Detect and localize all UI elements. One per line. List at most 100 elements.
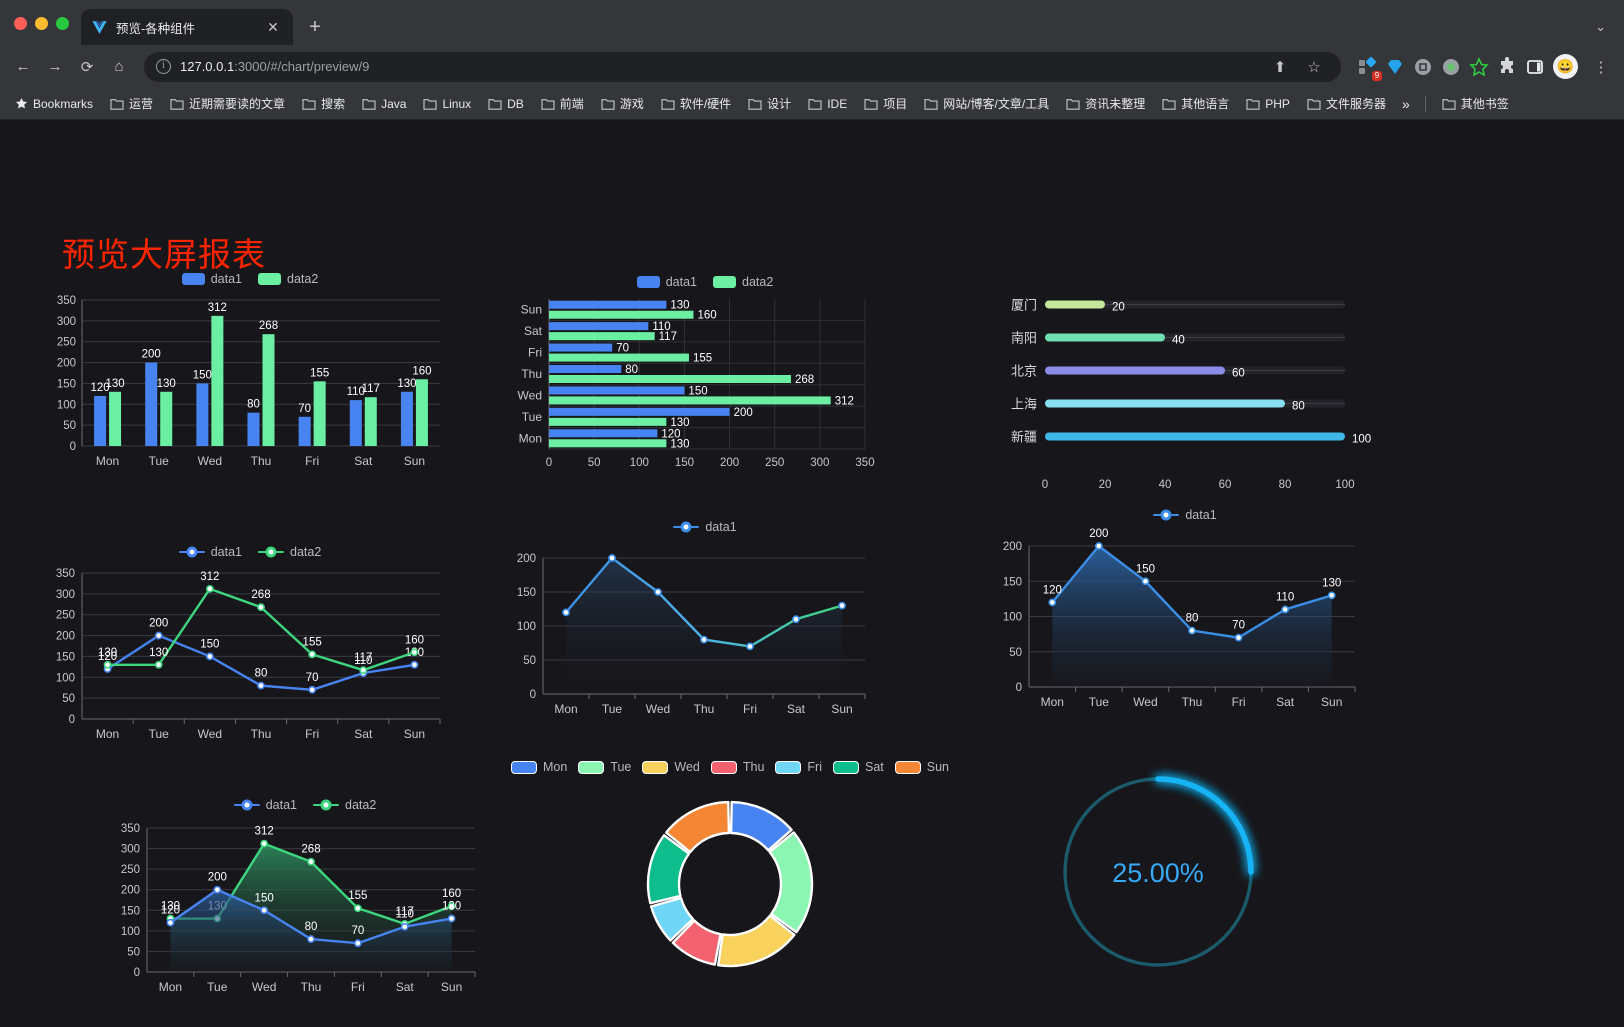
progress-bar[interactable] — [1045, 366, 1225, 375]
bar[interactable] — [549, 396, 831, 405]
legend-item-data1[interactable]: data1 — [673, 520, 737, 534]
bar[interactable] — [415, 379, 428, 446]
bookmark-item-9[interactable]: 软件/硬件 — [654, 91, 738, 116]
bar[interactable] — [94, 395, 107, 446]
bookmark-item-16[interactable]: PHP — [1239, 93, 1297, 115]
close-tab-icon[interactable]: ✕ — [267, 19, 279, 35]
bookmark-item-5[interactable]: Linux — [416, 93, 478, 115]
data-point[interactable] — [447, 914, 456, 923]
chevron-down-icon[interactable]: ⌄ — [1595, 19, 1606, 34]
legend-item-mon[interactable]: Mon — [510, 760, 567, 774]
bookmarks-overflow-button[interactable]: » — [1401, 95, 1410, 112]
bookmark-item-1[interactable]: 运营 — [103, 91, 160, 116]
data-point[interactable] — [257, 603, 265, 612]
bookmark-item-3[interactable]: 搜索 — [295, 91, 352, 116]
bookmark-item-15[interactable]: 其他语言 — [1155, 91, 1236, 116]
gauge-chart[interactable]: 25.00% — [1040, 750, 1280, 1000]
bar[interactable] — [549, 300, 667, 309]
bar[interactable] — [549, 439, 667, 448]
bookmark-item-2[interactable]: 近期需要读的文章 — [163, 91, 292, 116]
legend-item-data1[interactable]: data1 — [178, 545, 242, 559]
data-point[interactable] — [307, 857, 315, 866]
data-point[interactable] — [746, 642, 754, 651]
bookmark-item-6[interactable]: DB — [481, 93, 531, 115]
back-button[interactable]: ← — [15, 58, 31, 75]
data-point[interactable] — [1188, 626, 1196, 635]
bar[interactable] — [349, 400, 362, 446]
data-point[interactable] — [400, 922, 409, 931]
bar[interactable] — [549, 386, 685, 395]
grid-extension-icon[interactable]: 9 — [1357, 56, 1382, 81]
legend-item-data2[interactable]: data2 — [713, 275, 773, 289]
donut-slice[interactable] — [729, 800, 793, 852]
legend-item-thu[interactable]: Thu — [710, 760, 764, 774]
data-point[interactable] — [353, 939, 362, 948]
bar[interactable] — [160, 391, 173, 446]
data-point[interactable] — [447, 902, 456, 911]
address-bar[interactable]: i 127.0.0.1:3000/#/chart/preview/9 ⬆ ☆ — [144, 51, 1341, 82]
bar[interactable] — [262, 334, 275, 446]
city-progress-chart[interactable]: 厦门 20 南阳 40 北京 60 上海 80 新疆 100 0 20 40 60 80 100 — [990, 278, 1390, 503]
progress-bar[interactable] — [1045, 333, 1165, 342]
window-controls[interactable] — [10, 17, 81, 45]
data-point[interactable] — [410, 660, 419, 669]
avatar[interactable]: 😀 — [1553, 54, 1578, 79]
line-gradient-chart[interactable]: 0 50 100 150 200 Mon Tue Wed Thu Fri Sat Sun — [505, 534, 895, 734]
bar[interactable] — [549, 332, 655, 341]
donut-slice[interactable] — [671, 919, 722, 966]
legend-item-data1[interactable]: data1 — [233, 798, 297, 812]
donut-slice[interactable] — [649, 896, 695, 942]
forward-button[interactable]: → — [47, 58, 63, 75]
bar[interactable] — [364, 397, 377, 446]
data-point[interactable] — [103, 660, 112, 669]
data-point[interactable] — [213, 885, 222, 894]
legend-item-sun[interactable]: Sun — [894, 760, 949, 774]
area-dual-chart[interactable]: 0 50 100 150 200 250 300 350 Mon Tue Wed Thu Fri Sat S… — [105, 812, 495, 1007]
diamond-extension-icon[interactable] — [1385, 57, 1405, 77]
legend-item-sat[interactable]: Sat — [833, 760, 884, 774]
donut-slice[interactable] — [768, 831, 814, 934]
legend-item-tue[interactable]: Tue — [578, 760, 631, 774]
reload-button[interactable]: ⟳ — [80, 58, 94, 76]
bookmark-item-8[interactable]: 游戏 — [594, 91, 651, 116]
bookmark-item-17[interactable]: 文件服务器 — [1300, 91, 1393, 116]
data-point[interactable] — [1094, 542, 1103, 550]
legend-item-data2[interactable]: data2 — [313, 798, 376, 812]
site-info-icon[interactable]: i — [156, 59, 171, 74]
data-point[interactable] — [205, 584, 214, 593]
puzzle-extension-icon[interactable] — [1497, 56, 1517, 77]
data-point[interactable] — [308, 685, 317, 694]
bar[interactable] — [211, 315, 224, 446]
data-point[interactable] — [1048, 598, 1057, 607]
command-extension-icon[interactable] — [1413, 57, 1433, 77]
bookmark-item-14[interactable]: 资讯未整理 — [1059, 91, 1152, 116]
data-point[interactable] — [154, 631, 163, 640]
browser-tab[interactable]: 预览-各种组件 ✕ — [81, 9, 293, 45]
legend-item-fri[interactable]: Fri — [775, 760, 822, 774]
bar[interactable] — [400, 391, 413, 446]
minimize-window-button[interactable] — [35, 17, 48, 30]
bar[interactable] — [549, 310, 694, 319]
data-point[interactable] — [608, 554, 616, 562]
bar[interactable] — [549, 417, 667, 426]
data-point[interactable] — [353, 904, 362, 913]
bar[interactable] — [145, 362, 158, 446]
bookmark-star-icon[interactable]: ☆ — [1307, 58, 1321, 76]
data-point[interactable] — [359, 666, 368, 675]
bookmark-item-11[interactable]: IDE — [801, 93, 854, 115]
bar[interactable] — [109, 391, 122, 446]
data-point[interactable] — [307, 935, 315, 943]
data-point[interactable] — [700, 635, 708, 644]
data-point[interactable] — [838, 601, 846, 610]
close-window-button[interactable] — [14, 17, 27, 30]
bar-vertical-chart[interactable]: 050100150200250300350Mon120130Tue200130W… — [40, 286, 460, 491]
legend-item-data1[interactable]: data1 — [181, 272, 242, 286]
gauge-progress-arc[interactable] — [1155, 776, 1254, 875]
other-bookmarks-button[interactable]: 其他书签 — [1435, 91, 1516, 116]
bookmark-item-7[interactable]: 前端 — [534, 91, 591, 116]
data-point[interactable] — [154, 660, 163, 669]
progress-bar[interactable] — [1045, 432, 1345, 441]
data-point[interactable] — [562, 608, 570, 617]
data-point[interactable] — [1327, 591, 1336, 600]
